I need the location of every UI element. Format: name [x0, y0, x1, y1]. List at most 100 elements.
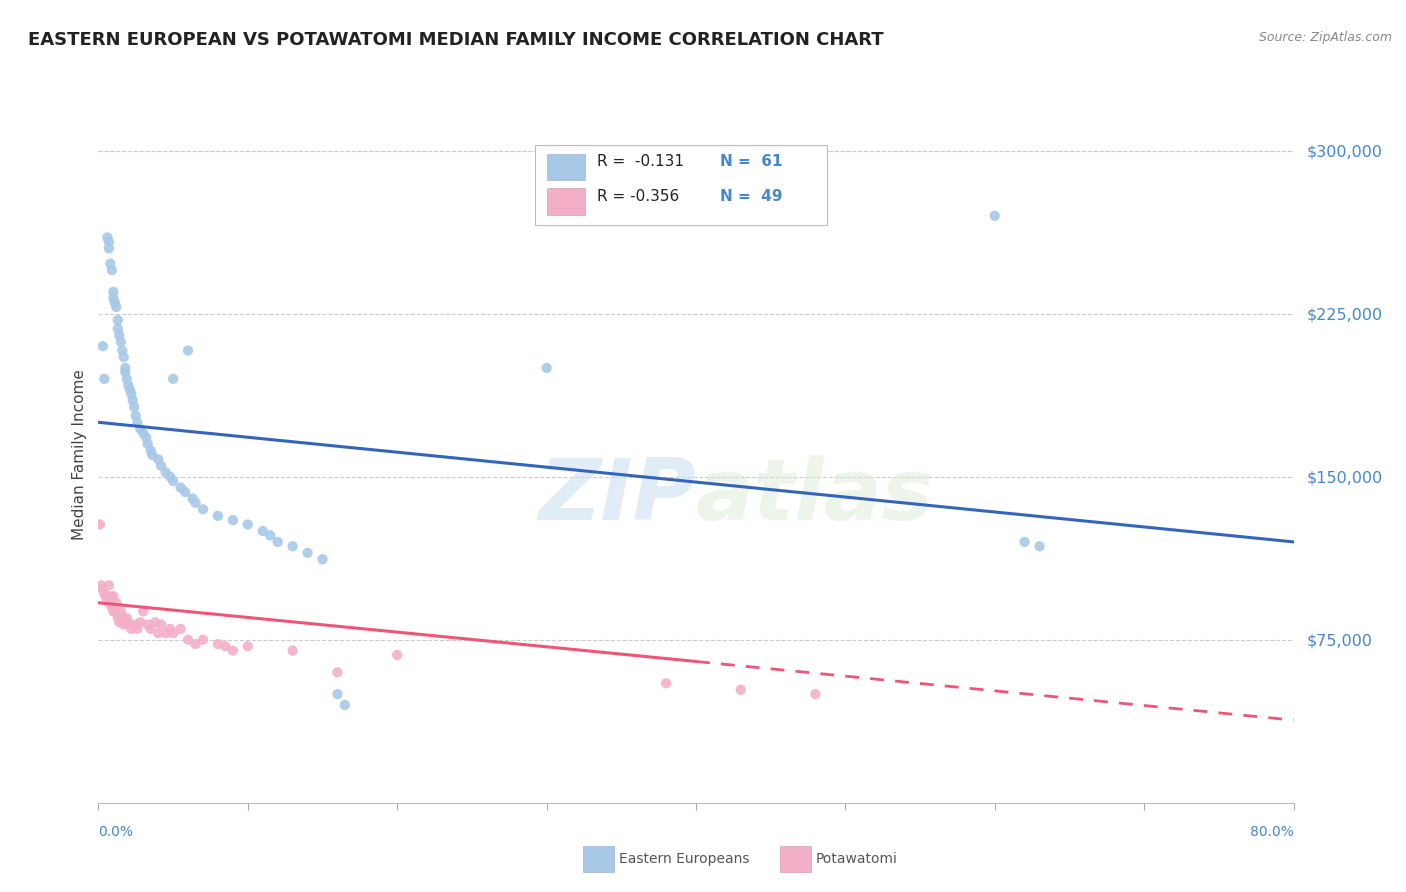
Point: [108, 615, 131, 630]
Point: [139, 622, 162, 636]
Point: [120, 622, 142, 636]
Point: [127, 415, 149, 429]
Point: [191, 632, 214, 647]
Point: [983, 209, 1005, 223]
Point: [222, 513, 245, 527]
Point: [117, 378, 139, 392]
Point: [267, 535, 290, 549]
Point: [103, 285, 125, 299]
Text: Potawatomi: Potawatomi: [815, 852, 897, 866]
Point: [177, 343, 200, 358]
Point: [1028, 539, 1050, 553]
Point: [326, 665, 349, 680]
Point: [96, 593, 118, 607]
Point: [115, 611, 138, 625]
Point: [114, 361, 136, 376]
Point: [804, 687, 827, 701]
Point: [125, 617, 148, 632]
FancyBboxPatch shape: [534, 145, 827, 226]
Point: [98, 589, 122, 603]
Point: [105, 300, 128, 314]
Point: [184, 496, 207, 510]
Point: [169, 622, 191, 636]
Y-axis label: Median Family Income: Median Family Income: [72, 369, 87, 541]
Point: [159, 469, 181, 483]
Point: [90, 578, 112, 592]
Point: [129, 615, 152, 630]
Point: [114, 365, 136, 379]
Point: [162, 474, 184, 488]
Point: [297, 546, 319, 560]
Point: [101, 263, 124, 277]
Text: 80.0%: 80.0%: [1250, 825, 1294, 839]
Point: [159, 622, 181, 636]
Point: [536, 361, 558, 376]
Point: [96, 230, 118, 244]
Point: [132, 426, 155, 441]
Text: EASTERN EUROPEAN VS POTAWATOMI MEDIAN FAMILY INCOME CORRELATION CHART: EASTERN EUROPEAN VS POTAWATOMI MEDIAN FA…: [28, 31, 884, 49]
Point: [207, 508, 229, 523]
Point: [111, 343, 134, 358]
Text: N =  61: N = 61: [720, 154, 782, 169]
Point: [214, 639, 236, 653]
Text: atlas: atlas: [696, 455, 934, 538]
FancyBboxPatch shape: [547, 153, 585, 180]
Point: [132, 605, 155, 619]
Point: [655, 676, 678, 690]
Point: [191, 502, 214, 516]
Point: [124, 400, 146, 414]
Point: [326, 687, 349, 701]
Point: [127, 622, 149, 636]
Point: [162, 626, 184, 640]
Point: [259, 528, 281, 542]
Point: [103, 605, 125, 619]
Point: [93, 587, 115, 601]
Point: [110, 605, 132, 619]
Point: [333, 698, 356, 712]
Text: ZIP: ZIP: [538, 455, 696, 538]
Text: Source: ZipAtlas.com: Source: ZipAtlas.com: [1258, 31, 1392, 45]
Text: 0.0%: 0.0%: [98, 825, 134, 839]
Point: [112, 350, 135, 364]
Point: [136, 437, 159, 451]
Point: [141, 448, 163, 462]
Point: [730, 682, 752, 697]
Point: [118, 383, 141, 397]
Point: [155, 626, 177, 640]
Point: [281, 643, 304, 657]
Point: [108, 328, 131, 343]
Point: [148, 452, 170, 467]
Text: R = -0.356: R = -0.356: [596, 189, 679, 204]
Point: [121, 393, 143, 408]
Point: [91, 582, 114, 597]
Point: [94, 589, 117, 603]
Point: [281, 539, 304, 553]
Point: [207, 637, 229, 651]
Point: [143, 615, 166, 630]
Text: Eastern Europeans: Eastern Europeans: [619, 852, 749, 866]
Point: [104, 295, 127, 310]
Point: [136, 617, 159, 632]
FancyBboxPatch shape: [547, 188, 585, 215]
Point: [101, 600, 124, 615]
Point: [110, 334, 132, 349]
Point: [93, 372, 115, 386]
Point: [139, 443, 162, 458]
Point: [162, 372, 184, 386]
Point: [169, 481, 191, 495]
Point: [112, 617, 135, 632]
Point: [89, 517, 111, 532]
Point: [150, 458, 173, 473]
Point: [107, 322, 129, 336]
Point: [155, 466, 177, 480]
Point: [236, 517, 259, 532]
Point: [125, 409, 148, 423]
Point: [150, 617, 173, 632]
Point: [385, 648, 409, 662]
Point: [311, 552, 333, 566]
Point: [184, 637, 207, 651]
Point: [181, 491, 204, 506]
Point: [105, 596, 128, 610]
Point: [115, 372, 138, 386]
Point: [98, 257, 122, 271]
